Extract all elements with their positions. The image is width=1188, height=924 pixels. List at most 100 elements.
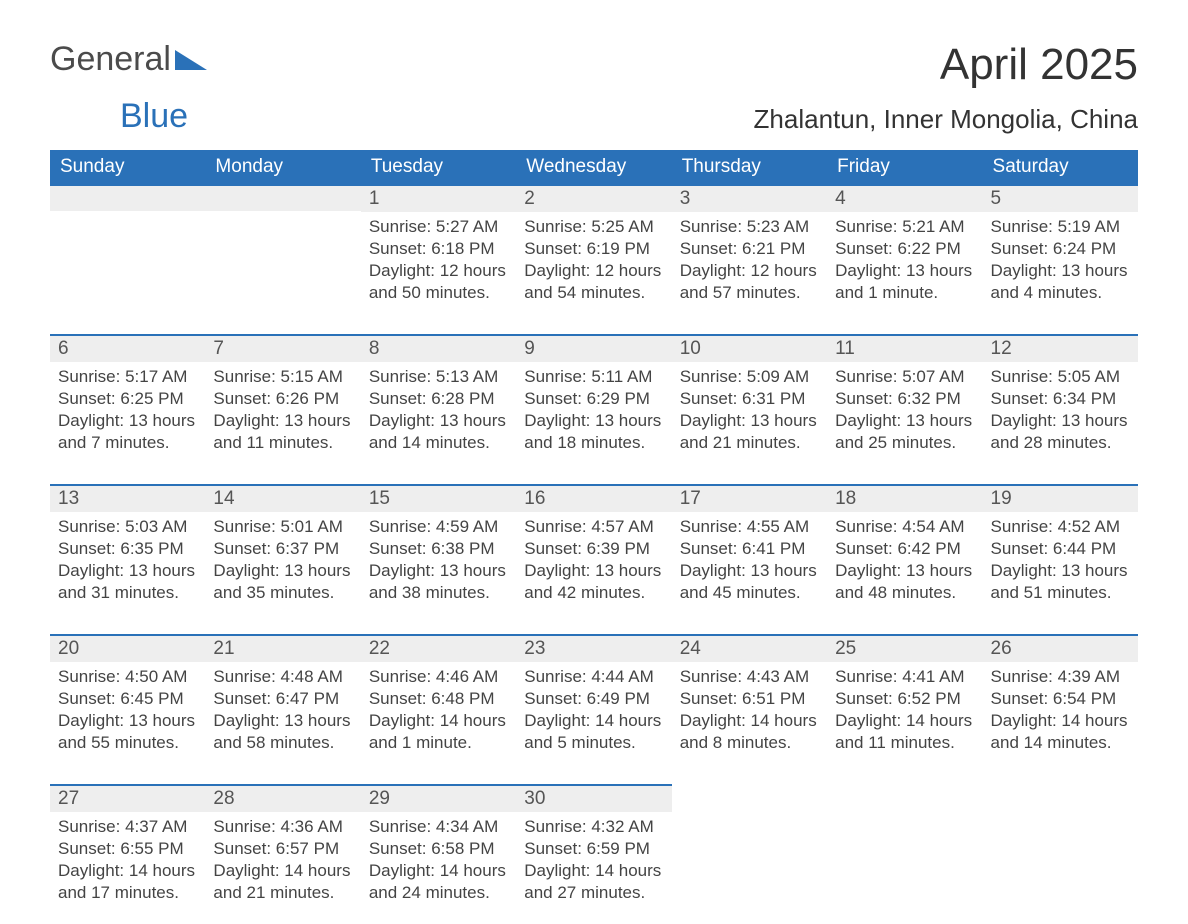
sunrise-text: Sunrise: 5:19 AM: [991, 216, 1130, 238]
calendar-cell: 1Sunrise: 5:27 AMSunset: 6:18 PMDaylight…: [361, 184, 516, 334]
day-details: Sunrise: 4:46 AMSunset: 6:48 PMDaylight:…: [361, 662, 516, 760]
calendar-cell: [50, 184, 205, 334]
sunset-text: Sunset: 6:31 PM: [680, 388, 819, 410]
sunrise-text: Sunrise: 5:27 AM: [369, 216, 508, 238]
day-number: 30: [516, 784, 671, 812]
sunset-text: Sunset: 6:39 PM: [524, 538, 663, 560]
empty-day: [50, 184, 205, 211]
logo: General Blue: [50, 40, 207, 136]
day-number: 12: [983, 334, 1138, 362]
daylight-text: Daylight: 13 hours and 11 minutes.: [213, 410, 352, 454]
day-number: 22: [361, 634, 516, 662]
day-number: 28: [205, 784, 360, 812]
calendar-week-row: 13Sunrise: 5:03 AMSunset: 6:35 PMDayligh…: [50, 484, 1138, 634]
sunrise-text: Sunrise: 4:32 AM: [524, 816, 663, 838]
day-number: 24: [672, 634, 827, 662]
sunset-text: Sunset: 6:57 PM: [213, 838, 352, 860]
day-number: 5: [983, 184, 1138, 212]
logo-text-2: Blue: [120, 97, 188, 135]
calendar-cell: 3Sunrise: 5:23 AMSunset: 6:21 PMDaylight…: [672, 184, 827, 334]
day-details: Sunrise: 4:59 AMSunset: 6:38 PMDaylight:…: [361, 512, 516, 610]
month-title: April 2025: [754, 40, 1138, 90]
weekday-header-row: Sunday Monday Tuesday Wednesday Thursday…: [50, 150, 1138, 184]
calendar-cell: 28Sunrise: 4:36 AMSunset: 6:57 PMDayligh…: [205, 784, 360, 924]
weekday-header: Tuesday: [361, 150, 516, 184]
day-number: 11: [827, 334, 982, 362]
daylight-text: Daylight: 14 hours and 24 minutes.: [369, 860, 508, 904]
logo-text-1: General: [50, 40, 171, 78]
sunrise-text: Sunrise: 4:37 AM: [58, 816, 197, 838]
day-number: 17: [672, 484, 827, 512]
sunrise-text: Sunrise: 4:59 AM: [369, 516, 508, 538]
sunrise-text: Sunrise: 4:50 AM: [58, 666, 197, 688]
day-number: 25: [827, 634, 982, 662]
daylight-text: Daylight: 14 hours and 8 minutes.: [680, 710, 819, 754]
sunset-text: Sunset: 6:44 PM: [991, 538, 1130, 560]
day-details: Sunrise: 4:34 AMSunset: 6:58 PMDaylight:…: [361, 812, 516, 910]
day-number: 2: [516, 184, 671, 212]
daylight-text: Daylight: 13 hours and 51 minutes.: [991, 560, 1130, 604]
day-details: Sunrise: 4:36 AMSunset: 6:57 PMDaylight:…: [205, 812, 360, 910]
calendar-week-row: 27Sunrise: 4:37 AMSunset: 6:55 PMDayligh…: [50, 784, 1138, 924]
weekday-header: Friday: [827, 150, 982, 184]
daylight-text: Daylight: 13 hours and 55 minutes.: [58, 710, 197, 754]
calendar-cell: 4Sunrise: 5:21 AMSunset: 6:22 PMDaylight…: [827, 184, 982, 334]
calendar-cell: 11Sunrise: 5:07 AMSunset: 6:32 PMDayligh…: [827, 334, 982, 484]
sunset-text: Sunset: 6:37 PM: [213, 538, 352, 560]
sunset-text: Sunset: 6:41 PM: [680, 538, 819, 560]
sunset-text: Sunset: 6:25 PM: [58, 388, 197, 410]
sunset-text: Sunset: 6:34 PM: [991, 388, 1130, 410]
daylight-text: Daylight: 13 hours and 21 minutes.: [680, 410, 819, 454]
day-details: Sunrise: 5:25 AMSunset: 6:19 PMDaylight:…: [516, 212, 671, 310]
day-number: 29: [361, 784, 516, 812]
sunrise-text: Sunrise: 4:48 AM: [213, 666, 352, 688]
daylight-text: Daylight: 13 hours and 48 minutes.: [835, 560, 974, 604]
day-details: Sunrise: 4:43 AMSunset: 6:51 PMDaylight:…: [672, 662, 827, 760]
calendar-cell: 29Sunrise: 4:34 AMSunset: 6:58 PMDayligh…: [361, 784, 516, 924]
calendar-cell: 14Sunrise: 5:01 AMSunset: 6:37 PMDayligh…: [205, 484, 360, 634]
day-details: Sunrise: 4:32 AMSunset: 6:59 PMDaylight:…: [516, 812, 671, 910]
sunrise-text: Sunrise: 4:57 AM: [524, 516, 663, 538]
daylight-text: Daylight: 13 hours and 42 minutes.: [524, 560, 663, 604]
sunrise-text: Sunrise: 5:11 AM: [524, 366, 663, 388]
sunrise-text: Sunrise: 5:17 AM: [58, 366, 197, 388]
calendar-cell: 9Sunrise: 5:11 AMSunset: 6:29 PMDaylight…: [516, 334, 671, 484]
day-details: Sunrise: 5:09 AMSunset: 6:31 PMDaylight:…: [672, 362, 827, 460]
calendar-cell: 13Sunrise: 5:03 AMSunset: 6:35 PMDayligh…: [50, 484, 205, 634]
calendar-table: Sunday Monday Tuesday Wednesday Thursday…: [50, 150, 1138, 924]
sunset-text: Sunset: 6:48 PM: [369, 688, 508, 710]
sunrise-text: Sunrise: 4:55 AM: [680, 516, 819, 538]
calendar-cell: 26Sunrise: 4:39 AMSunset: 6:54 PMDayligh…: [983, 634, 1138, 784]
page-header: General Blue April 2025 Zhalantun, Inner…: [50, 40, 1138, 136]
daylight-text: Daylight: 14 hours and 1 minute.: [369, 710, 508, 754]
day-details: Sunrise: 5:15 AMSunset: 6:26 PMDaylight:…: [205, 362, 360, 460]
day-details: Sunrise: 5:21 AMSunset: 6:22 PMDaylight:…: [827, 212, 982, 310]
weekday-header: Monday: [205, 150, 360, 184]
day-number: 4: [827, 184, 982, 212]
day-number: 20: [50, 634, 205, 662]
daylight-text: Daylight: 12 hours and 50 minutes.: [369, 260, 508, 304]
day-number: 15: [361, 484, 516, 512]
sunrise-text: Sunrise: 4:41 AM: [835, 666, 974, 688]
daylight-text: Daylight: 13 hours and 45 minutes.: [680, 560, 819, 604]
day-details: Sunrise: 4:55 AMSunset: 6:41 PMDaylight:…: [672, 512, 827, 610]
day-details: Sunrise: 5:17 AMSunset: 6:25 PMDaylight:…: [50, 362, 205, 460]
day-number: 9: [516, 334, 671, 362]
daylight-text: Daylight: 13 hours and 14 minutes.: [369, 410, 508, 454]
calendar-cell: 6Sunrise: 5:17 AMSunset: 6:25 PMDaylight…: [50, 334, 205, 484]
sunset-text: Sunset: 6:18 PM: [369, 238, 508, 260]
daylight-text: Daylight: 12 hours and 57 minutes.: [680, 260, 819, 304]
calendar-cell: 2Sunrise: 5:25 AMSunset: 6:19 PMDaylight…: [516, 184, 671, 334]
sunrise-text: Sunrise: 4:34 AM: [369, 816, 508, 838]
sunset-text: Sunset: 6:38 PM: [369, 538, 508, 560]
sunrise-text: Sunrise: 5:07 AM: [835, 366, 974, 388]
day-details: Sunrise: 4:52 AMSunset: 6:44 PMDaylight:…: [983, 512, 1138, 610]
location-subtitle: Zhalantun, Inner Mongolia, China: [754, 104, 1138, 135]
calendar-cell: 12Sunrise: 5:05 AMSunset: 6:34 PMDayligh…: [983, 334, 1138, 484]
sunset-text: Sunset: 6:35 PM: [58, 538, 197, 560]
weekday-header: Thursday: [672, 150, 827, 184]
sunset-text: Sunset: 6:55 PM: [58, 838, 197, 860]
daylight-text: Daylight: 14 hours and 11 minutes.: [835, 710, 974, 754]
weekday-header: Wednesday: [516, 150, 671, 184]
calendar-week-row: 1Sunrise: 5:27 AMSunset: 6:18 PMDaylight…: [50, 184, 1138, 334]
